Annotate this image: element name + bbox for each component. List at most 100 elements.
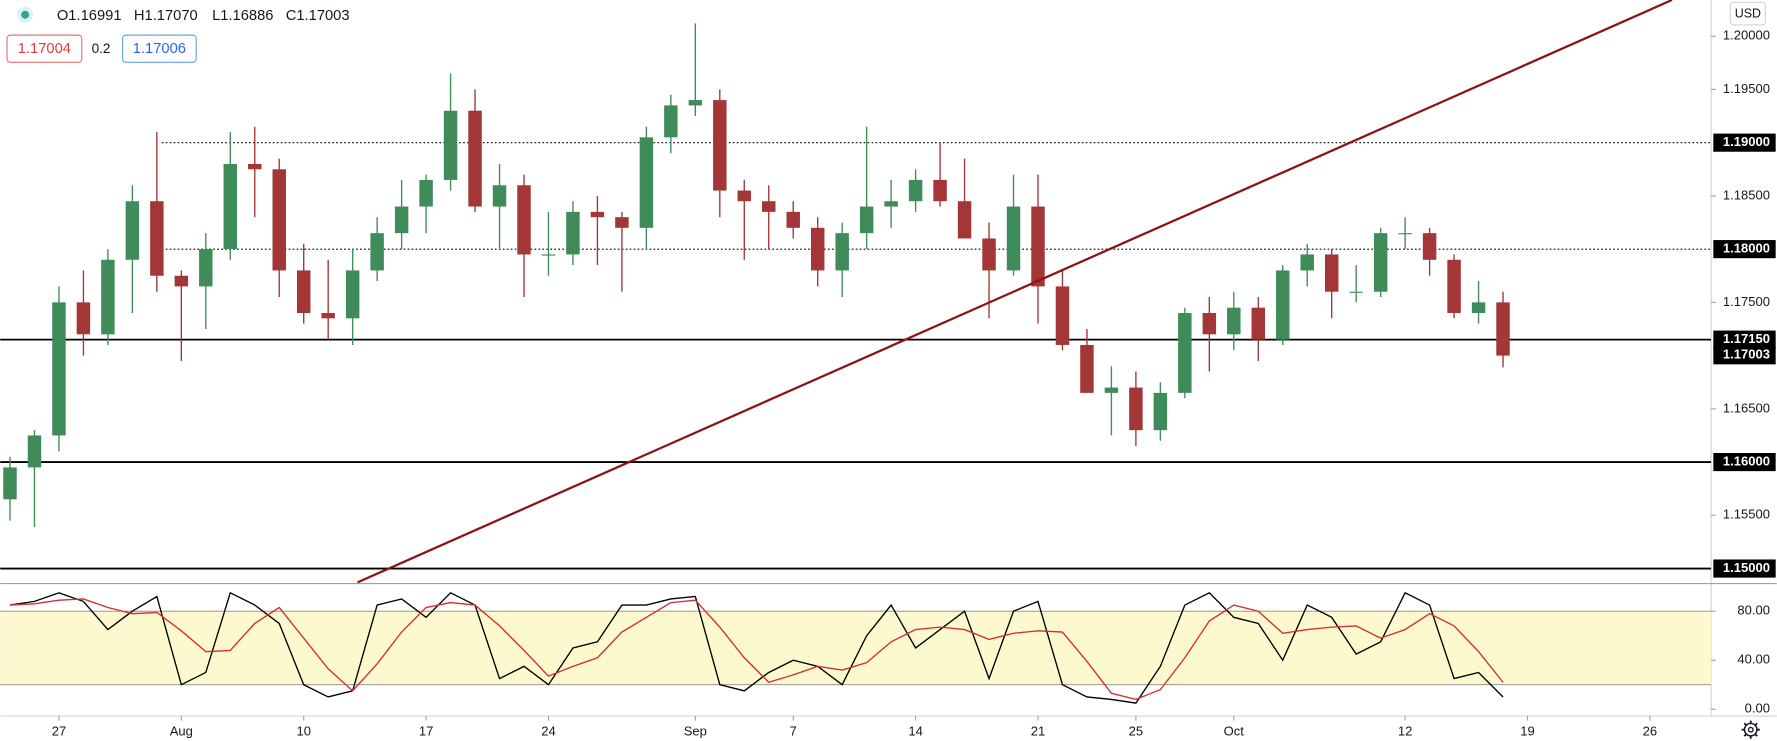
candle-body — [394, 206, 409, 234]
sell-button[interactable] — [6, 34, 83, 63]
candle-body — [150, 201, 164, 276]
x-tick-label: 21 — [1031, 723, 1045, 738]
candle-body — [1153, 392, 1168, 431]
candle-body — [541, 254, 556, 256]
x-tick-label: Oct — [1224, 723, 1245, 738]
candle-body — [835, 233, 849, 271]
candle-body — [957, 201, 972, 239]
candle-body — [468, 110, 482, 207]
candle-body — [1324, 254, 1339, 292]
candle-body — [590, 211, 605, 218]
spread: 0.2 — [92, 41, 111, 56]
candle-body — [786, 211, 800, 228]
x-tick-label: 27 — [52, 723, 66, 738]
candle-body — [1398, 233, 1412, 235]
x-tick-label: 26 — [1643, 723, 1657, 738]
y-tick-label: 0.00 — [1745, 701, 1770, 716]
y-tick-label: 1.19500 — [1723, 81, 1770, 96]
candle-body — [1055, 286, 1070, 345]
candle-body — [1129, 387, 1143, 431]
candle-body — [982, 238, 996, 271]
candle-body — [908, 179, 923, 202]
hline-label: 1.15000 — [1723, 560, 1770, 575]
x-tick-label: 10 — [296, 723, 310, 738]
candle-body — [1202, 313, 1217, 335]
hline-box — [1713, 453, 1776, 472]
x-tick-label: 25 — [1129, 723, 1143, 738]
candle-body — [492, 185, 507, 207]
candle-body — [1031, 206, 1045, 287]
x-tick-label: 12 — [1398, 723, 1412, 738]
candle-body — [419, 179, 433, 207]
ohlc-close: C1.17003 — [286, 8, 350, 24]
candle-body — [76, 302, 91, 335]
candle-body — [615, 217, 629, 228]
gear-hub — [1747, 726, 1754, 733]
candle-body — [1447, 259, 1461, 314]
candle-body — [884, 201, 898, 207]
candle-body — [737, 190, 752, 202]
currency: USD — [1735, 6, 1761, 20]
x-tick-label: 7 — [790, 723, 797, 738]
candle-body — [125, 201, 140, 260]
sell-price: 1.17004 — [18, 41, 71, 57]
candle-body — [3, 467, 17, 500]
candle-body — [1349, 291, 1363, 293]
price-box — [1713, 346, 1776, 365]
y-tick-label: 1.18500 — [1723, 187, 1770, 202]
hline-box — [1713, 240, 1776, 259]
candle-body — [1276, 270, 1290, 340]
candle-body — [52, 302, 66, 436]
candle-body — [223, 163, 238, 250]
candle-body — [1471, 302, 1486, 314]
stoch-line — [9, 591, 1504, 704]
candle-body — [199, 249, 213, 287]
ohlc-high: H1.17070 — [134, 8, 198, 24]
hline-label: 1.19000 — [1723, 134, 1770, 149]
stoch-band — [0, 611, 1712, 685]
trend-line — [357, 0, 1673, 584]
status-dot — [21, 10, 30, 19]
x-tick-label: 24 — [541, 723, 555, 738]
hline-label: 1.16000 — [1723, 454, 1770, 469]
candle-body — [713, 100, 727, 191]
stoch-line — [9, 598, 1504, 701]
candle-body — [1178, 313, 1192, 393]
candle-body — [1251, 307, 1266, 340]
candle-body — [1373, 233, 1388, 292]
y-tick-label: 80.00 — [1737, 603, 1770, 618]
candle-body — [1422, 233, 1437, 260]
candle-body — [664, 105, 678, 138]
price-label: 1.17003 — [1723, 347, 1770, 362]
ohlc-low: L1.16886 — [212, 8, 273, 24]
currency-button[interactable] — [1729, 1, 1767, 26]
candle-body — [1496, 302, 1510, 356]
y-tick-label: 1.20000 — [1723, 28, 1770, 43]
hline-box — [1713, 330, 1776, 349]
candle-body — [762, 201, 776, 212]
candle-body — [27, 435, 42, 468]
candle-body — [1104, 387, 1119, 393]
y-tick-label: 40.00 — [1737, 652, 1770, 667]
hline-label: 1.18000 — [1723, 241, 1770, 256]
x-tick-label: Sep — [684, 723, 707, 738]
candle-body — [101, 259, 115, 335]
hline-box — [1713, 133, 1776, 152]
settings-icon[interactable] — [1741, 720, 1760, 739]
hline-label: 1.17150 — [1723, 331, 1770, 346]
candle-body — [517, 185, 531, 255]
candle-body — [345, 270, 360, 319]
candle-body — [688, 100, 703, 106]
candle-body — [1080, 344, 1094, 393]
buy-button[interactable] — [122, 34, 197, 63]
y-tick-label: 1.17500 — [1723, 294, 1770, 309]
candle-body — [1300, 254, 1314, 271]
candle-body — [296, 270, 311, 314]
candle-body — [1006, 206, 1021, 271]
candle-body — [321, 313, 335, 319]
candle-body — [810, 227, 825, 271]
candle-body — [933, 179, 947, 202]
y-tick-label: 1.15500 — [1723, 507, 1770, 522]
